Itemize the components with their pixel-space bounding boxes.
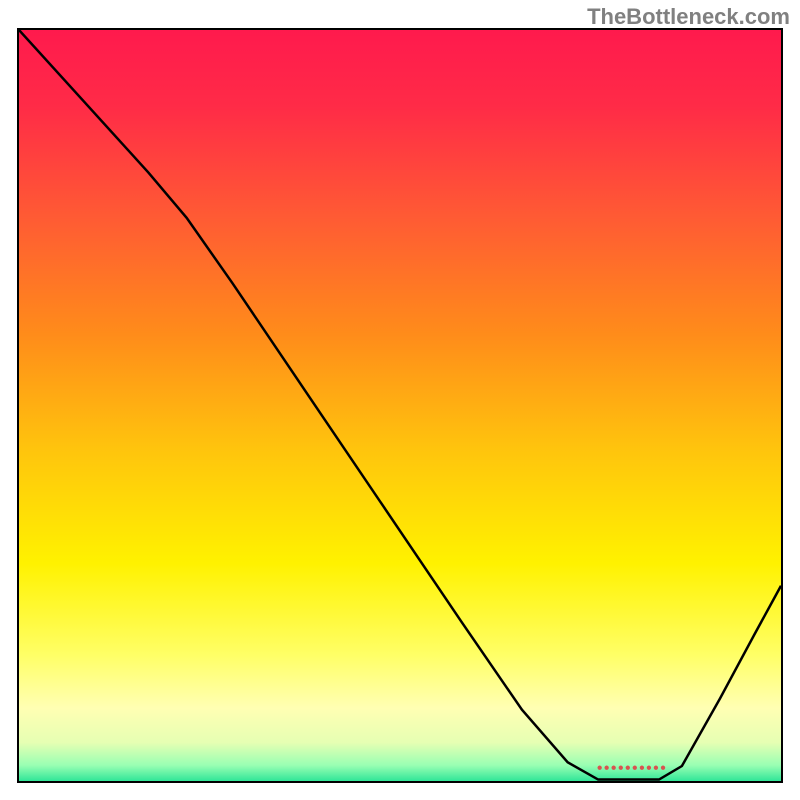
chart-minimum-marker: ●●●●●●●●●● (597, 763, 667, 774)
chart-plot-area: ●●●●●●●●●● (17, 28, 783, 783)
watermark-text: TheBottleneck.com (587, 4, 790, 30)
chart-curve (19, 30, 781, 781)
